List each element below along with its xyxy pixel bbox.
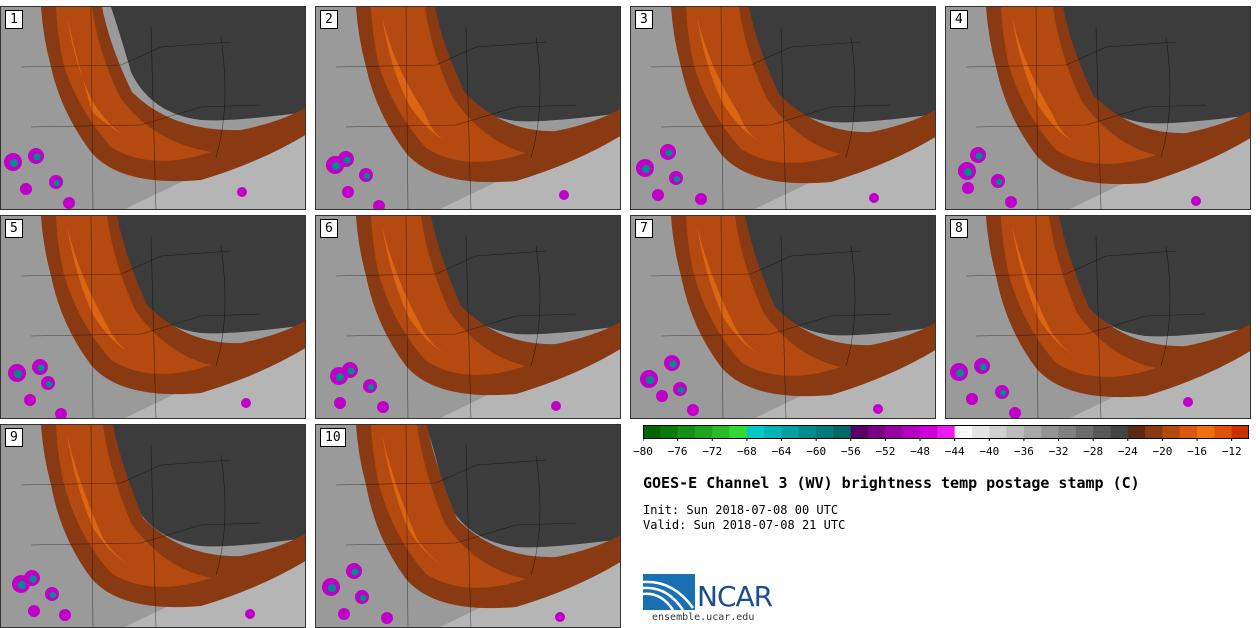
panel-number-label: 2 — [320, 10, 338, 29]
colorbar-tick-label: −48 — [910, 445, 930, 458]
postage-stamp-panel: 10 — [315, 424, 621, 628]
colorbar-bin — [1197, 425, 1215, 439]
panel-number-label: 5 — [5, 219, 23, 238]
colorbar-tick-label: −52 — [875, 445, 896, 458]
colorbar-bin — [1214, 425, 1233, 439]
colorbar-tick-label: −36 — [1013, 445, 1034, 458]
colorbar-bin — [764, 425, 783, 439]
colorbar-bin — [954, 425, 973, 439]
postage-stamp-panel: 3 — [630, 6, 936, 210]
postage-stamp-panel: 2 — [315, 6, 621, 210]
init-time: Init: Sun 2018-07-08 00 UTC — [643, 503, 839, 517]
colorbar-bin — [1041, 425, 1060, 439]
colorbar-tick-label: −16 — [1187, 445, 1207, 458]
panel-number-label: 3 — [635, 10, 653, 29]
colorbar-bin — [971, 425, 990, 439]
postage-stamp-panel: 7 — [630, 215, 936, 419]
postage-stamp-panel: 8 — [945, 215, 1251, 419]
chart-title: GOES-E Channel 3 (WV) brightness temp po… — [643, 474, 1140, 492]
wv-imagery — [316, 7, 620, 209]
colorbar-tick-label: −40 — [979, 445, 1000, 458]
wv-imagery — [1, 216, 305, 418]
panel-number-label: 4 — [950, 10, 968, 29]
colorbar-bin — [902, 425, 921, 439]
colorbar-tick-label: −76 — [667, 445, 688, 458]
colorbar-tick-label: −72 — [702, 445, 723, 458]
colorbar-tick-label: −64 — [771, 445, 792, 458]
colorbar-tick-label: −56 — [840, 445, 861, 458]
wv-imagery — [1, 7, 305, 209]
colorbar-bin — [1127, 425, 1146, 439]
colorbar-bin — [1145, 425, 1163, 439]
colorbar-bin — [1162, 425, 1181, 439]
postage-stamp-panel: 6 — [315, 215, 621, 419]
site-url: ensemble.ucar.edu — [652, 612, 755, 623]
colorbar-tick-label: −28 — [1083, 445, 1104, 458]
colorbar-bin — [1006, 425, 1025, 439]
colorbar-bin — [712, 425, 731, 439]
colorbar-tick-label: −24 — [1117, 445, 1138, 458]
colorbar-bin — [781, 425, 800, 439]
colorbar — [643, 425, 1249, 441]
colorbar-bin — [1110, 425, 1129, 439]
colorbar-bin — [660, 425, 679, 439]
colorbar-bin — [1093, 425, 1111, 439]
postage-stamp-panel: 1 — [0, 6, 306, 210]
wv-imagery — [316, 425, 620, 627]
colorbar-bin — [677, 425, 696, 439]
colorbar-tick-label: −12 — [1221, 445, 1242, 458]
colorbar-bin — [694, 425, 713, 439]
postage-stamp-panel: 9 — [0, 424, 306, 628]
colorbar-tick-label: −80 — [633, 445, 653, 458]
postage-stamp-panel: 4 — [945, 6, 1251, 210]
colorbar-bin — [1231, 425, 1249, 439]
logo-text: NCAR — [697, 580, 773, 613]
colorbar-bin — [850, 425, 869, 439]
colorbar-tick-label: −68 — [736, 445, 757, 458]
colorbar-bin — [1075, 425, 1094, 439]
colorbar-bin — [920, 425, 938, 439]
colorbar-tick-label: −20 — [1152, 445, 1173, 458]
panel-number-label: 9 — [5, 428, 23, 447]
colorbar-bin — [729, 425, 748, 439]
wv-imagery — [631, 7, 935, 209]
panel-number-label: 8 — [950, 219, 968, 238]
postage-stamp-panel: 5 — [0, 215, 306, 419]
colorbar-bin — [1179, 425, 1198, 439]
colorbar-tick-label: −32 — [1048, 445, 1069, 458]
wv-imagery — [316, 216, 620, 418]
colorbar-tick-label: −44 — [944, 445, 965, 458]
wv-imagery — [946, 7, 1250, 209]
colorbar-bin — [643, 425, 661, 439]
wv-imagery — [946, 216, 1250, 418]
panel-number-label: 1 — [5, 10, 23, 29]
colorbar-tick-label: −60 — [806, 445, 827, 458]
colorbar-bin — [868, 425, 886, 439]
colorbar-bin — [989, 425, 1008, 439]
colorbar-bin — [1023, 425, 1042, 439]
valid-time: Valid: Sun 2018-07-08 21 UTC — [643, 518, 846, 532]
colorbar-bin — [833, 425, 852, 439]
colorbar-bin — [816, 425, 834, 439]
colorbar-bin — [798, 425, 817, 439]
panel-number-label: 6 — [320, 219, 338, 238]
wv-imagery — [1, 425, 305, 627]
ncar-logo-icon — [643, 574, 695, 611]
colorbar-bin — [885, 425, 904, 439]
wv-imagery — [631, 216, 935, 418]
colorbar-bin — [937, 425, 956, 439]
panel-number-label: 7 — [635, 219, 653, 238]
colorbar-bin — [1058, 425, 1077, 439]
colorbar-bin — [746, 425, 765, 439]
panel-number-label: 10 — [320, 428, 346, 447]
